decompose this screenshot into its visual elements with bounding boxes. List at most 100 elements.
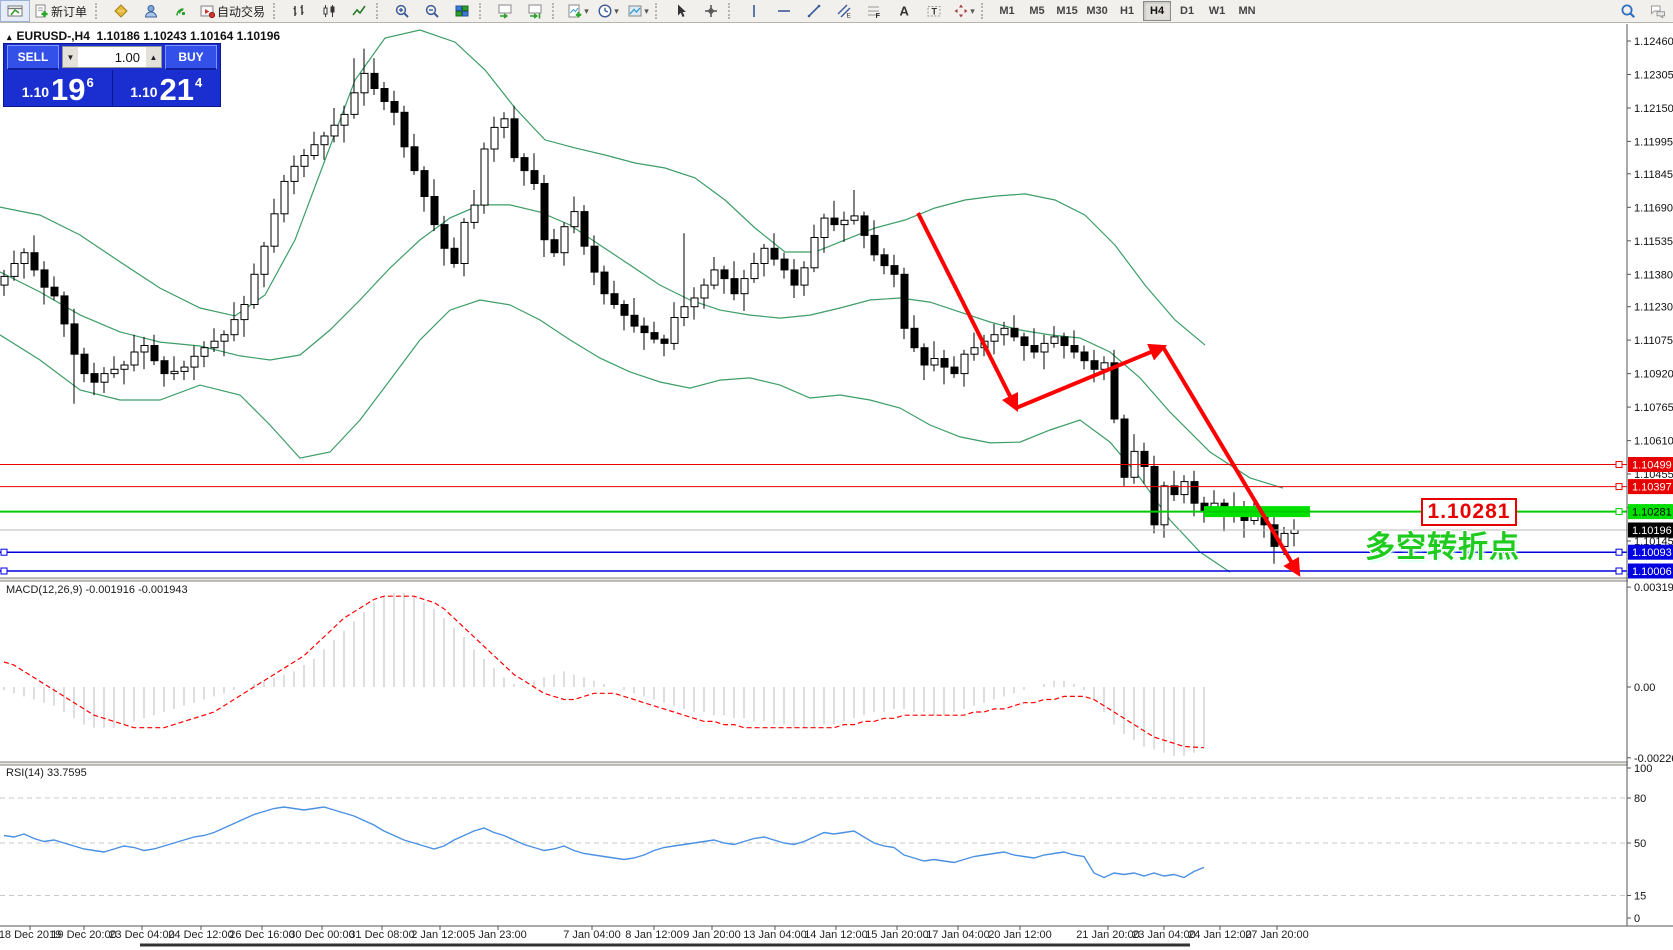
candle xyxy=(230,319,239,336)
candle xyxy=(160,360,169,375)
horizontal-line-1.10397[interactable] xyxy=(0,483,1627,491)
new-order-label: 新订单 xyxy=(51,4,88,19)
collapse-panel-icon[interactable]: ▴ xyxy=(7,32,12,42)
timeframe-button-d1[interactable]: D1 xyxy=(1180,5,1195,17)
window-icon xyxy=(7,5,23,17)
chevron-down-icon[interactable]: ▾ xyxy=(584,5,589,16)
chevron-down-icon[interactable]: ▾ xyxy=(644,5,649,16)
buy-button[interactable]: BUY xyxy=(165,44,217,70)
svg-text:14 Jan 12:00: 14 Jan 12:00 xyxy=(804,929,868,941)
candle xyxy=(110,368,119,375)
candle xyxy=(780,258,789,271)
candle xyxy=(920,347,929,366)
text-button[interactable]: A xyxy=(889,0,919,22)
search-button[interactable] xyxy=(1613,0,1643,22)
bars-chart-button[interactable] xyxy=(284,0,314,22)
auto-scroll-button[interactable] xyxy=(490,0,520,22)
chevron-down-icon[interactable]: ▾ xyxy=(970,5,975,16)
periods-button[interactable]: ▾ xyxy=(593,0,623,22)
arrows-button[interactable]: ▾ xyxy=(949,0,979,22)
candle xyxy=(660,338,669,344)
volume-input[interactable] xyxy=(78,47,146,67)
candle xyxy=(990,334,999,342)
candle xyxy=(0,275,9,286)
candle xyxy=(840,219,849,226)
horizontal-line-1.10006[interactable] xyxy=(0,567,1627,575)
candle xyxy=(80,353,89,375)
horizontal-line-1.10093[interactable] xyxy=(0,548,1627,556)
trendline-segment-2[interactable] xyxy=(1015,343,1168,410)
timeframe-button-m5[interactable]: M5 xyxy=(1029,5,1045,17)
cursor-button[interactable] xyxy=(666,0,696,22)
timeframe-button-h4[interactable]: H4 xyxy=(1143,1,1172,21)
sell-price[interactable]: 1.10 19 6 xyxy=(4,70,113,106)
chevron-down-icon[interactable]: ▾ xyxy=(614,5,619,16)
text-label-button[interactable]: T xyxy=(919,0,949,22)
line-chart-button[interactable] xyxy=(344,0,374,22)
gold-tool-button[interactable] xyxy=(106,0,136,22)
sell-button[interactable]: SELL xyxy=(7,44,59,70)
candle xyxy=(620,304,629,316)
svg-text:9 Jan 20:00: 9 Jan 20:00 xyxy=(683,929,741,941)
candle xyxy=(480,148,489,206)
candle xyxy=(1050,336,1059,344)
candle xyxy=(530,170,539,185)
horizontal-line-button[interactable] xyxy=(769,0,799,22)
horizontal-line-1.10281[interactable] xyxy=(0,508,1627,516)
candle xyxy=(280,180,289,215)
candle xyxy=(910,327,919,349)
candle xyxy=(170,370,179,375)
price-annotation-box[interactable]: 1.10281 xyxy=(1421,498,1517,526)
timeframe-button-m15[interactable]: M15 xyxy=(1056,5,1078,17)
trendline-button[interactable] xyxy=(799,0,829,22)
trendline-segment-1[interactable] xyxy=(916,212,1019,413)
window-button[interactable] xyxy=(0,0,30,22)
macd-pane xyxy=(3,593,1205,756)
tile-windows-button[interactable] xyxy=(447,0,477,22)
svg-text:24 Jan 12:00: 24 Jan 12:00 xyxy=(1188,929,1252,941)
zoom-in-button[interactable] xyxy=(387,0,417,22)
candle xyxy=(50,286,59,297)
pane-separator[interactable] xyxy=(0,577,1673,582)
signal-button[interactable] xyxy=(166,0,196,22)
channel-button[interactable]: E xyxy=(829,0,859,22)
candle xyxy=(650,332,659,340)
zoom-in-icon xyxy=(395,4,409,18)
rsi-line xyxy=(3,806,1205,879)
horizontal-line-1.10499[interactable] xyxy=(0,461,1627,468)
candle xyxy=(1160,485,1169,526)
candle xyxy=(1120,418,1129,478)
market-watch-button[interactable] xyxy=(136,0,166,22)
chat-button[interactable] xyxy=(1643,0,1673,22)
timeframe-button-m30[interactable]: M30 xyxy=(1086,5,1108,17)
timeframe-button-mn[interactable]: MN xyxy=(1238,5,1256,17)
pane-separator[interactable] xyxy=(0,761,1673,766)
candle xyxy=(380,88,389,102)
tile-windows-icon xyxy=(455,5,469,17)
svg-text:15: 15 xyxy=(1634,891,1646,903)
signal-icon xyxy=(176,8,186,16)
vertical-line-button[interactable] xyxy=(739,0,769,22)
candles-chart-button[interactable] xyxy=(314,0,344,22)
buy-price[interactable]: 1.10 21 4 xyxy=(113,70,221,106)
timeframe-button-m1[interactable]: M1 xyxy=(999,5,1015,17)
candle xyxy=(610,293,619,306)
new-order-button[interactable]: 新订单 xyxy=(30,0,93,22)
crosshair-button[interactable] xyxy=(696,0,726,22)
zoom-out-button[interactable] xyxy=(417,0,447,22)
price-badge-1.10006 xyxy=(1628,563,1673,579)
auto-trading-button[interactable]: 自动交易 xyxy=(196,0,271,22)
fibonacci-button[interactable]: F xyxy=(859,0,889,22)
timeframe-button-w1[interactable]: W1 xyxy=(1208,5,1226,17)
trend-annotation-lines[interactable] xyxy=(916,212,1301,577)
trendline-segment-3[interactable] xyxy=(1161,345,1301,577)
candle xyxy=(1020,336,1029,346)
volume-increase-button[interactable]: ▲ xyxy=(146,47,161,67)
templates-button[interactable]: ▾ xyxy=(623,0,653,22)
new-chart-button[interactable]: ▾ xyxy=(563,0,593,22)
turning-point-annotation[interactable]: 多空转折点 xyxy=(1365,531,1520,564)
timeframe-button-h1[interactable]: H1 xyxy=(1120,5,1135,17)
volume-decrease-button[interactable]: ▼ xyxy=(63,47,78,67)
chart-shift-button[interactable] xyxy=(520,0,550,22)
